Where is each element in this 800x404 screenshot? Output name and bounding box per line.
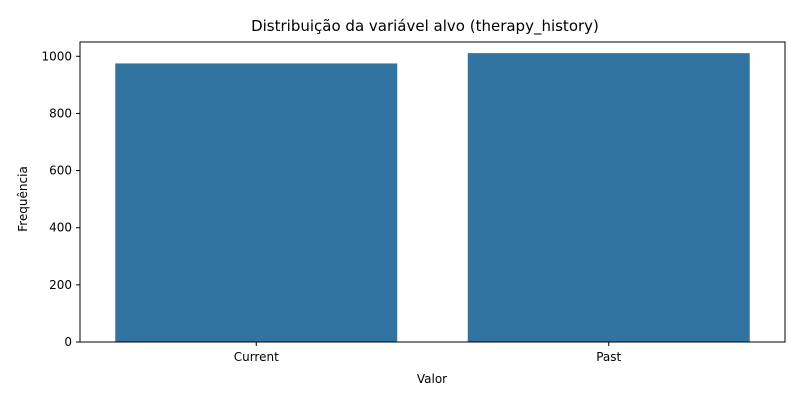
bar-current [115,63,398,343]
y-axis: 0 200 400 600 800 1000 [41,49,80,349]
y-tick-label: 400 [49,221,72,235]
y-axis-label: Frequência [16,166,30,232]
y-tick-label: 200 [49,278,72,292]
y-tick-label: 800 [49,106,72,120]
bar-past [467,53,750,343]
x-axis: Current Past [234,342,622,364]
x-tick-label: Current [234,350,279,364]
y-tick-label: 0 [64,335,72,349]
chart-title: Distribuição da variável alvo (therapy_h… [251,17,599,36]
x-axis-label: Valor [417,372,447,386]
y-tick-label: 1000 [41,49,72,63]
y-tick-label: 600 [49,164,72,178]
bars-layer [115,53,750,343]
plot-frame [79,41,786,343]
x-tick-label: Past [596,350,621,364]
